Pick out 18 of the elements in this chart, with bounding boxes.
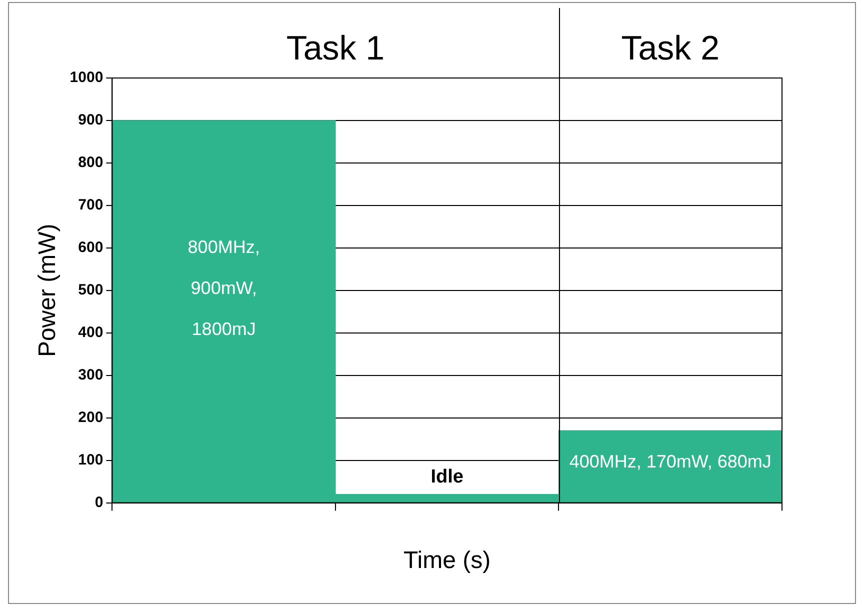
text: Task 1 bbox=[286, 29, 385, 68]
y-tick-label: 200 bbox=[78, 408, 104, 426]
annotation: Idle bbox=[430, 466, 464, 488]
y-tick-label: 1000 bbox=[70, 69, 104, 86]
annotation: 800MHz, 900mW, 1800mJ bbox=[188, 236, 260, 339]
y-tick-label: 800 bbox=[78, 154, 104, 172]
y-tick-label: 100 bbox=[78, 451, 104, 468]
x-axis-title: Time (s) bbox=[404, 547, 491, 574]
y-tick-label: 0 bbox=[94, 494, 104, 511]
y-tick-label: 600 bbox=[78, 239, 104, 256]
y-tick-label: 300 bbox=[78, 366, 104, 384]
y-tick-label: 900 bbox=[78, 112, 104, 129]
y-tick-label: 700 bbox=[78, 196, 104, 214]
y-axis-title: Power (mW) bbox=[34, 224, 62, 358]
text: Task 2 bbox=[621, 29, 720, 68]
y-tick-label: 500 bbox=[78, 282, 104, 299]
annotation: 400MHz, 170mW, 680mJ bbox=[569, 451, 772, 472]
y-tick-label: 400 bbox=[78, 324, 104, 342]
